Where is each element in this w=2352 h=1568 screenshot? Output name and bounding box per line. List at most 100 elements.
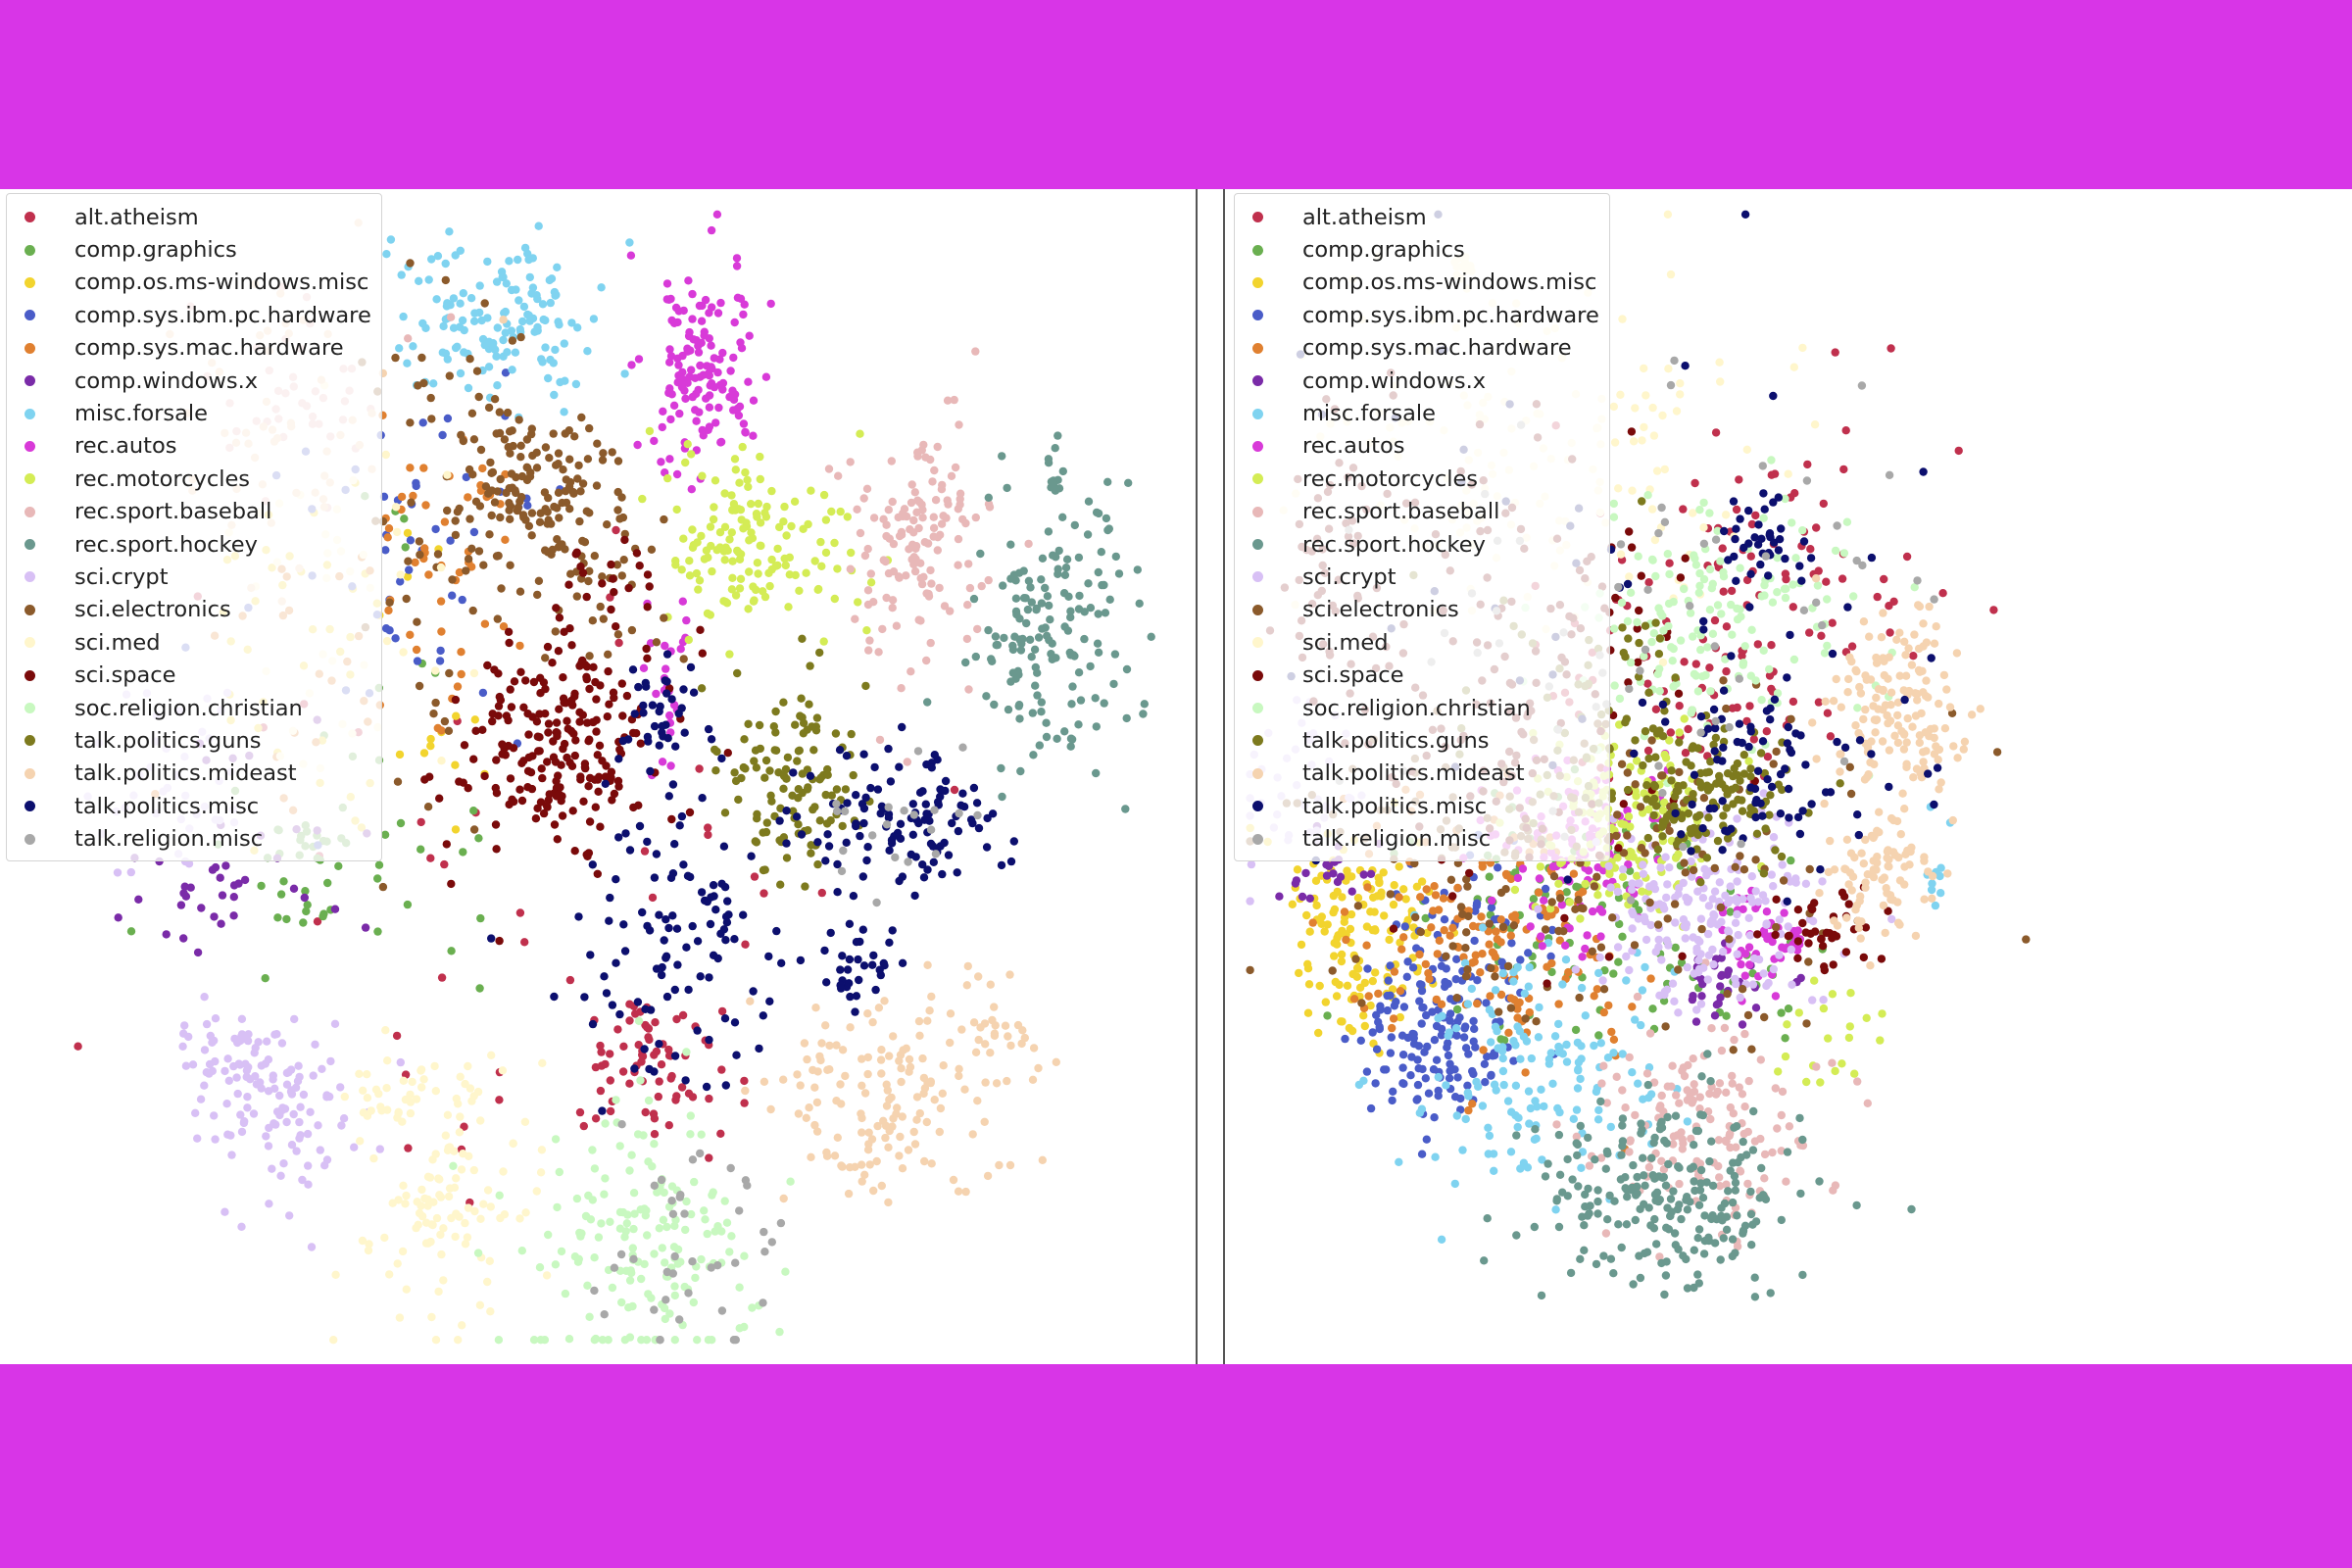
data-point (301, 887, 310, 896)
legend-item: comp.sys.ibm.pc.hardware (24, 299, 371, 331)
data-point (1028, 709, 1038, 717)
data-point (1418, 1004, 1427, 1012)
data-point (642, 644, 651, 654)
data-point (1690, 969, 1698, 978)
data-point (436, 563, 446, 572)
data-point (612, 875, 620, 884)
data-point (480, 299, 489, 308)
data-point (1027, 598, 1037, 607)
data-point (1657, 1258, 1666, 1268)
data-point (765, 581, 774, 591)
data-point (1058, 513, 1067, 521)
data-point (859, 961, 869, 970)
data-point (759, 828, 767, 837)
data-point (1443, 1043, 1451, 1052)
data-point (730, 455, 740, 464)
data-point (974, 972, 983, 981)
legend-marker (24, 571, 35, 583)
data-point (688, 921, 697, 931)
data-point (1749, 1106, 1758, 1116)
data-point (1699, 963, 1708, 972)
data-point (433, 550, 443, 559)
data-point (1411, 912, 1420, 922)
data-point (671, 742, 680, 751)
data-point (705, 403, 714, 412)
data-point (522, 463, 531, 471)
data-point (1094, 509, 1103, 518)
data-point (494, 711, 503, 720)
legend-marker (24, 506, 35, 517)
data-point (1739, 1226, 1748, 1235)
data-point (598, 572, 607, 581)
data-point (1094, 610, 1102, 618)
data-point (618, 736, 627, 746)
data-point (1787, 945, 1795, 955)
data-point (396, 577, 405, 586)
data-point (772, 926, 781, 936)
data-point (660, 936, 668, 945)
data-point (794, 785, 803, 794)
data-point (798, 634, 807, 643)
data-point (1364, 992, 1373, 1001)
data-point (1683, 898, 1692, 906)
data-point (667, 1197, 676, 1205)
data-point (1458, 909, 1467, 919)
data-point (583, 347, 592, 356)
data-point (823, 1065, 832, 1074)
data-point (1386, 890, 1395, 899)
data-point (1622, 952, 1631, 961)
data-point (882, 593, 891, 603)
data-point (380, 1233, 389, 1243)
data-point (570, 847, 579, 856)
data-point (1431, 1152, 1440, 1161)
data-point (464, 555, 473, 564)
data-point (555, 613, 564, 622)
data-point (1389, 1087, 1397, 1096)
data-point (688, 289, 697, 299)
data-point (1499, 1036, 1509, 1045)
data-point (1656, 863, 1665, 872)
data-point (885, 1126, 894, 1136)
data-point (1094, 648, 1103, 657)
data-point (546, 298, 555, 308)
data-point (793, 757, 802, 765)
data-point (825, 1041, 834, 1051)
data-point (674, 371, 683, 380)
data-point (859, 804, 869, 813)
data-point (1458, 1146, 1467, 1154)
data-point (1681, 749, 1690, 758)
data-point (393, 527, 402, 537)
data-point (612, 561, 622, 569)
data-point (1513, 1004, 1522, 1013)
data-point (749, 597, 759, 606)
data-point (832, 785, 842, 794)
data-point (426, 742, 435, 751)
data-point (495, 936, 504, 946)
data-point (988, 809, 998, 818)
data-point (1711, 428, 1721, 437)
data-point (339, 1114, 349, 1123)
data-point (821, 790, 830, 800)
data-point (1470, 1024, 1479, 1034)
data-point (700, 1206, 709, 1215)
data-point (716, 437, 726, 447)
data-point (1639, 869, 1648, 878)
data-point (1853, 1077, 1862, 1086)
data-point (645, 582, 654, 591)
data-point (1066, 612, 1075, 622)
data-point (211, 1056, 220, 1066)
data-point (1703, 975, 1712, 984)
data-point (1033, 691, 1042, 700)
data-point (474, 834, 483, 843)
data-point (555, 705, 564, 713)
data-point (1488, 1009, 1496, 1018)
data-point (1066, 734, 1076, 743)
data-point (775, 522, 784, 532)
data-point (613, 457, 623, 466)
data-point (760, 865, 769, 874)
data-point (330, 905, 340, 913)
data-point (685, 808, 695, 817)
data-point (681, 394, 690, 403)
data-point (1387, 1033, 1396, 1042)
data-point (533, 590, 542, 600)
